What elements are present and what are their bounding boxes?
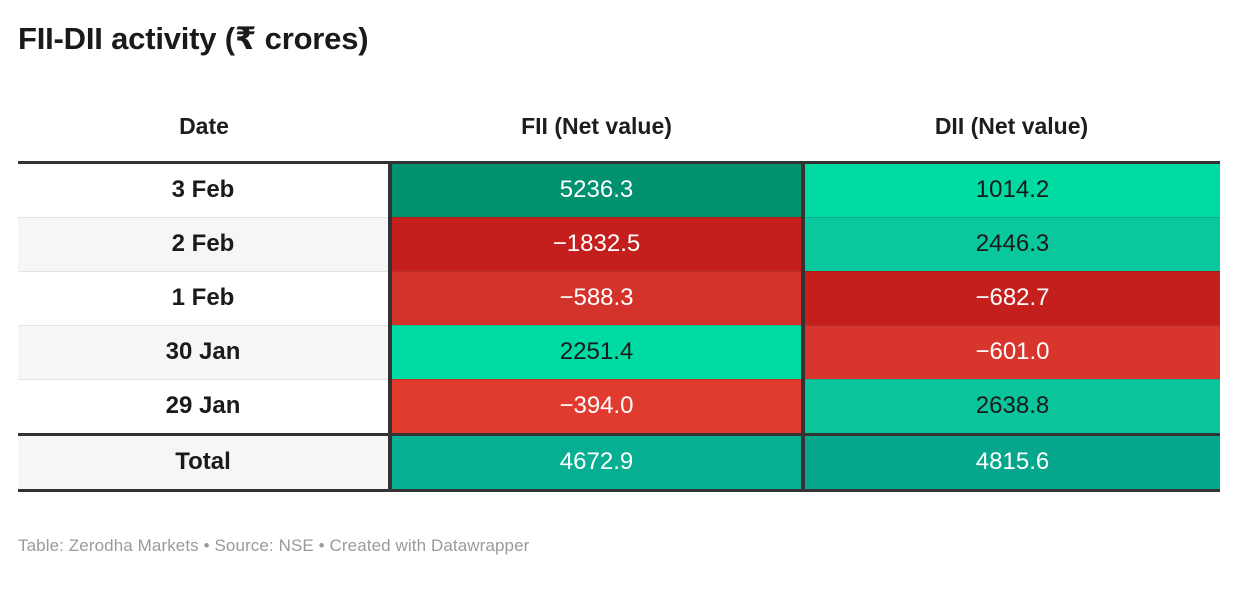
fii-value-cell: 2251.4 (388, 325, 803, 380)
date-cell: 1 Feb (18, 271, 390, 326)
date-cell: 3 Feb (18, 162, 390, 218)
attribution-line: Table: Zerodha Markets • Source: NSE • C… (18, 535, 530, 555)
column-header-dii: DII (Net value) (803, 112, 1220, 164)
column-header-fii: FII (Net value) (390, 112, 803, 164)
header-row: Date FII (Net value) DII (Net value) (18, 112, 1220, 164)
fii-total-cell: 4672.9 (388, 432, 803, 492)
dii-value-cell: −601.0 (801, 325, 1220, 380)
dii-value-cell: 1014.2 (801, 162, 1220, 218)
dii-value-cell: 2446.3 (801, 217, 1220, 272)
table-row: 29 Jan −394.0 2638.8 (18, 379, 1220, 435)
total-label-cell: Total (18, 432, 390, 492)
fii-value-cell: −1832.5 (388, 217, 803, 272)
date-cell: 29 Jan (18, 379, 390, 435)
table-row: 30 Jan 2251.4 −601.0 (18, 325, 1220, 380)
table-row: 3 Feb 5236.3 1014.2 (18, 162, 1220, 218)
date-cell: 30 Jan (18, 325, 390, 380)
fii-dii-table: Date FII (Net value) DII (Net value) 3 F… (18, 112, 1220, 492)
table-row: 1 Feb −588.3 −682.7 (18, 271, 1220, 326)
fii-value-cell: −394.0 (388, 379, 803, 435)
total-row: Total 4672.9 4815.6 (18, 432, 1220, 492)
dii-total-cell: 4815.6 (801, 432, 1220, 492)
page-title: FII-DII activity (₹ crores) (18, 21, 369, 56)
table-body: 3 Feb 5236.3 1014.2 2 Feb −1832.5 2446.3… (18, 162, 1220, 492)
table-header: Date FII (Net value) DII (Net value) (18, 112, 1220, 164)
table-row: 2 Feb −1832.5 2446.3 (18, 217, 1220, 272)
dii-value-cell: −682.7 (801, 271, 1220, 326)
column-header-date: Date (18, 112, 390, 164)
fii-value-cell: 5236.3 (388, 162, 803, 218)
date-cell: 2 Feb (18, 217, 390, 272)
dii-value-cell: 2638.8 (801, 379, 1220, 435)
datawrapper-table-page: FII-DII activity (₹ crores) Date FII (Ne… (18, 0, 1222, 556)
fii-value-cell: −588.3 (388, 271, 803, 326)
